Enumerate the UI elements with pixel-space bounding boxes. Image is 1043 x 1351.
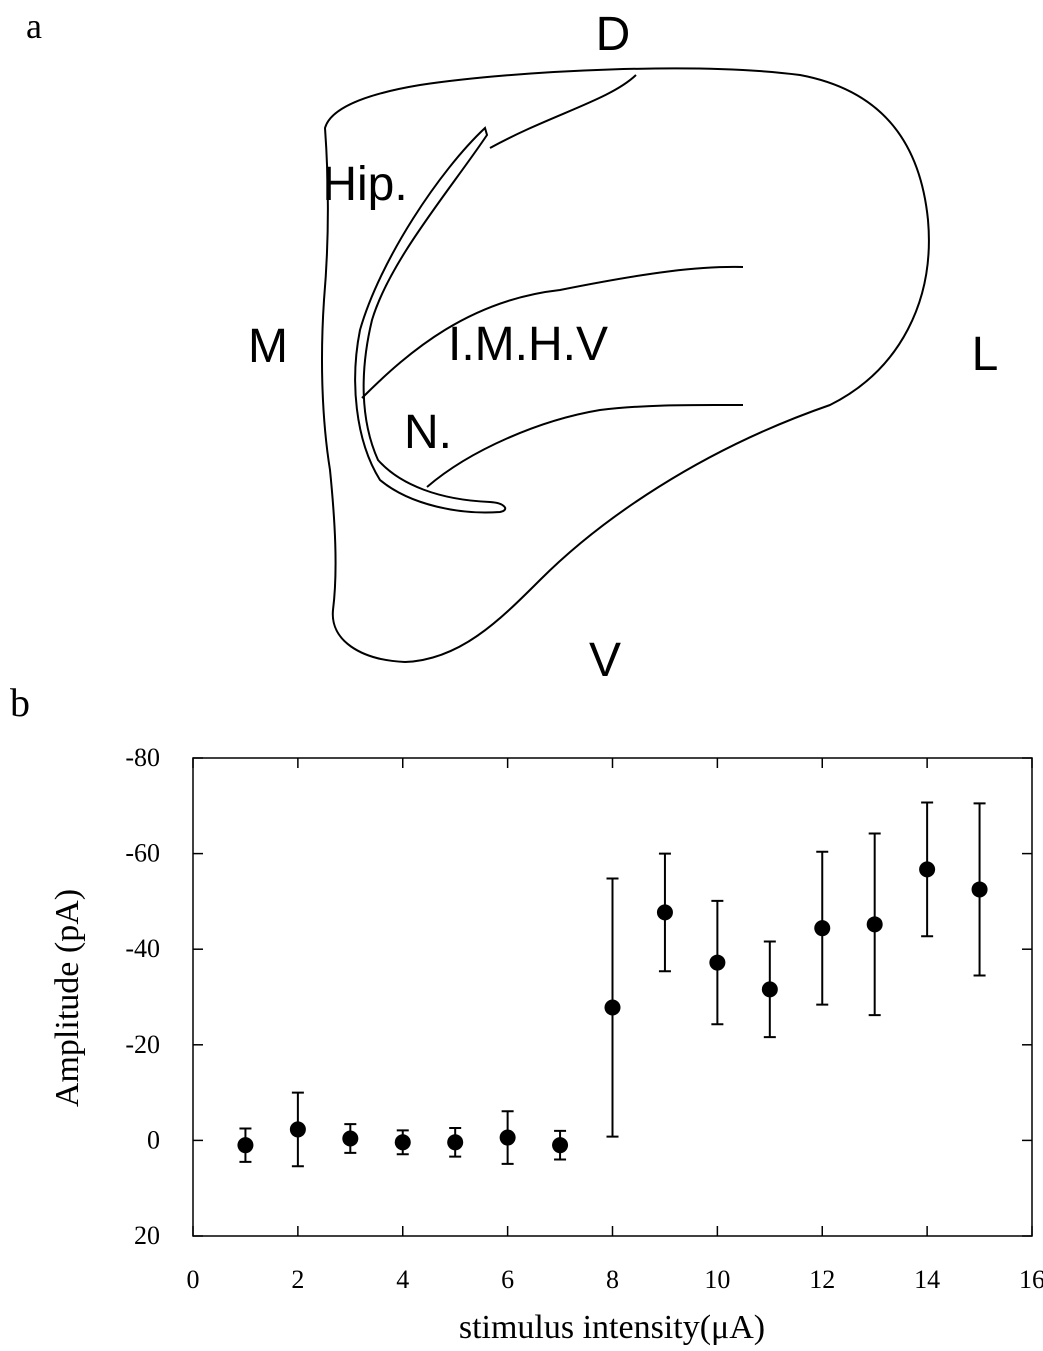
x-tick-label: 10 xyxy=(704,1265,730,1294)
x-tick-label: 14 xyxy=(914,1265,940,1294)
panel-label: b xyxy=(10,680,30,725)
boundary xyxy=(489,74,637,149)
data-point xyxy=(761,981,778,998)
diagram-label: I.M.H.V xyxy=(448,318,608,371)
x-tick-label: 8 xyxy=(606,1265,619,1294)
diagram-label: V xyxy=(589,634,621,687)
data-point xyxy=(919,861,936,878)
hippocampus xyxy=(354,126,507,514)
boundary xyxy=(361,265,744,399)
y-tick-label: -60 xyxy=(125,839,160,868)
data-point xyxy=(709,954,726,971)
boundary xyxy=(426,403,744,488)
x-tick-label: 4 xyxy=(396,1265,409,1294)
y-tick-label: -20 xyxy=(125,1030,160,1059)
brain-diagram xyxy=(321,67,930,664)
panel-label: a xyxy=(26,6,42,46)
data-point xyxy=(289,1121,306,1138)
data-point xyxy=(447,1134,464,1151)
diagram-label: M xyxy=(248,320,288,373)
data-point xyxy=(604,999,621,1016)
data-point xyxy=(866,916,883,933)
outline xyxy=(321,67,930,664)
x-axis-title: stimulus intensity(μA) xyxy=(459,1309,765,1346)
diagram-label: D xyxy=(596,8,631,61)
diagram-label: Hip. xyxy=(322,158,407,211)
data-point xyxy=(394,1134,411,1151)
diagram-label: L xyxy=(972,328,999,381)
x-tick-label: 6 xyxy=(501,1265,514,1294)
y-tick-label: 0 xyxy=(147,1125,160,1154)
data-point xyxy=(342,1130,359,1147)
x-tick-label: 0 xyxy=(187,1265,200,1294)
y-tick-label: -80 xyxy=(125,743,160,772)
y-tick-label: -40 xyxy=(125,934,160,963)
y-tick-label: 20 xyxy=(134,1221,160,1250)
data-point xyxy=(237,1137,254,1154)
x-tick-label: 16 xyxy=(1019,1265,1043,1294)
x-tick-label: 12 xyxy=(809,1265,835,1294)
data-point xyxy=(814,920,831,937)
data-point xyxy=(499,1129,516,1146)
x-tick-label: 2 xyxy=(291,1265,304,1294)
data-point xyxy=(552,1137,569,1154)
data-point xyxy=(971,881,988,898)
data-point xyxy=(656,904,673,921)
y-axis-title: Amplitude (pA) xyxy=(49,889,86,1107)
diagram-label: N. xyxy=(404,406,452,459)
